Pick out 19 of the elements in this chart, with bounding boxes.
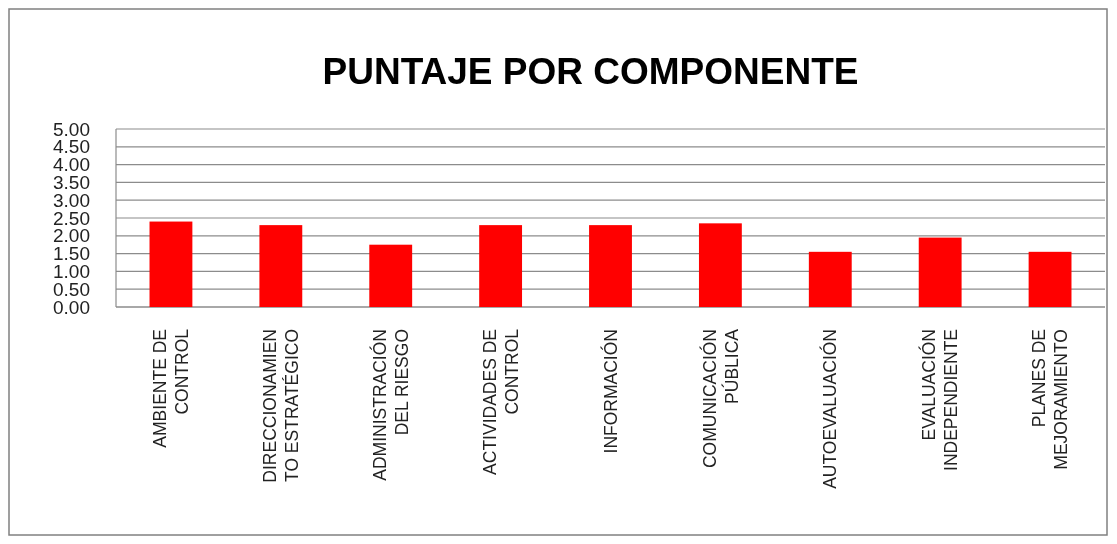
bar — [369, 244, 413, 307]
x-tick-label: PLANES DE MEJORAMIENTO — [1029, 329, 1072, 470]
bar — [479, 225, 523, 307]
bar — [589, 225, 632, 307]
bar — [259, 225, 303, 307]
x-tick-label: AMBIENTE DE CONTROL — [150, 328, 193, 448]
x-tick-label: INFORMACIÓN — [599, 329, 621, 454]
chart-title: PUNTAJE POR COMPONENTE — [322, 51, 859, 92]
x-tick-label: COMUNICACIÓN PÚBLICA — [698, 328, 742, 469]
bar — [149, 221, 193, 307]
bar — [808, 251, 852, 307]
bar — [698, 223, 742, 307]
bar — [918, 237, 962, 307]
bar — [1028, 251, 1072, 307]
x-tick-label: DIRECCIONAMIEN TO ESTRATÉGICO — [259, 329, 302, 483]
x-tick-label: AUTOEVALUACIÓN — [819, 329, 841, 489]
x-tick-label: ADMINISTRACIÓN DEL RIESGO — [368, 329, 412, 481]
x-tick-label: ACTIVIDADES DE CONTROL — [479, 328, 522, 475]
x-tick-label: EVALUACIÓN INDEPENDIENTE — [918, 329, 962, 471]
